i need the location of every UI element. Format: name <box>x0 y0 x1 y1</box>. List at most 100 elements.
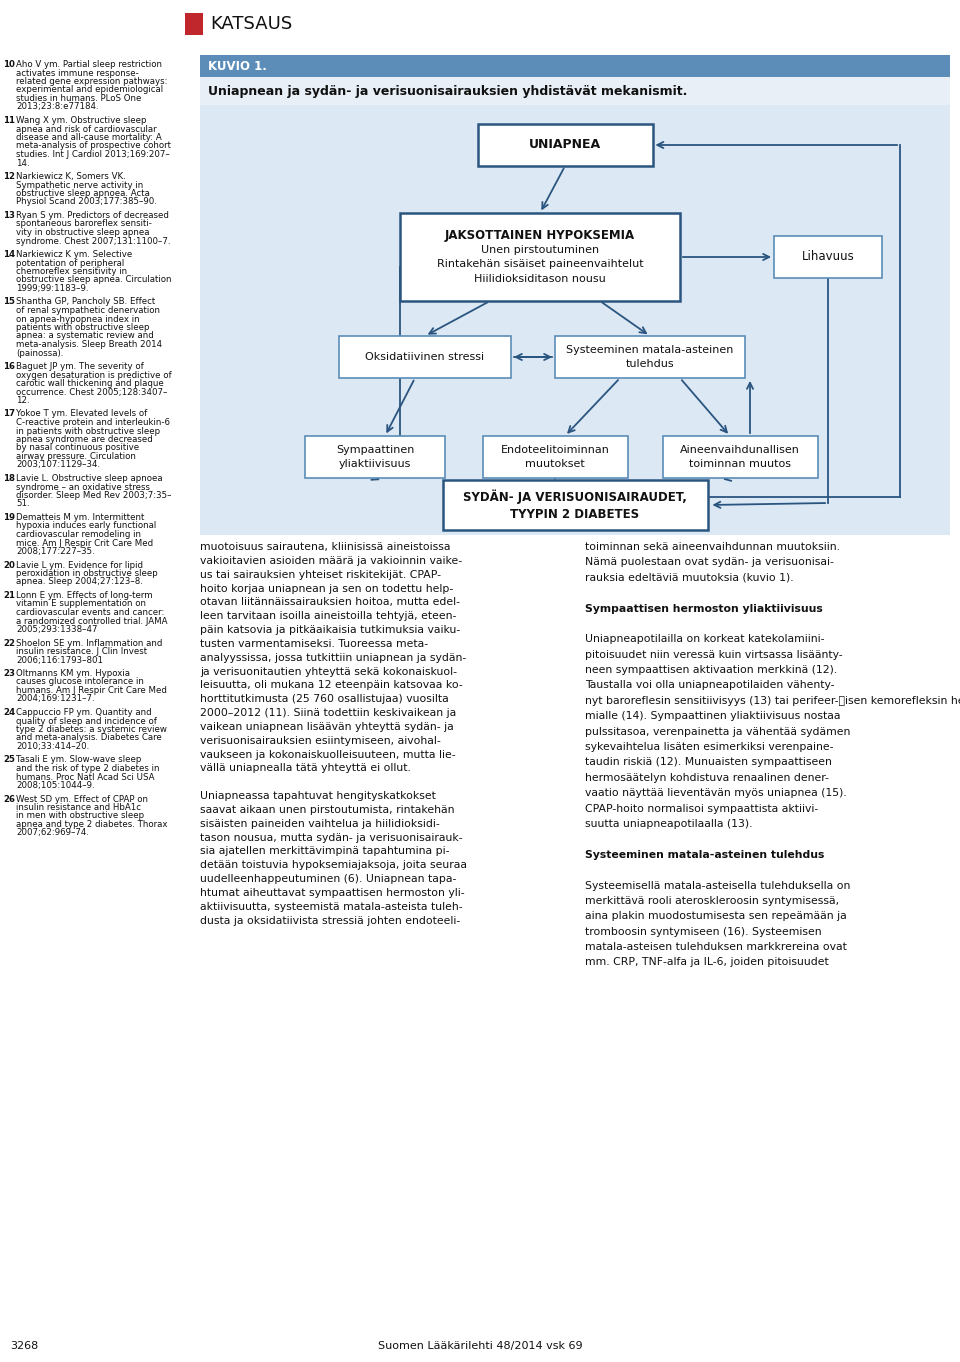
Text: 2006;116:1793–801: 2006;116:1793–801 <box>16 655 103 665</box>
Text: Ryan S ym. Predictors of decreased: Ryan S ym. Predictors of decreased <box>16 211 169 221</box>
Text: neen sympaattisen aktivaation merkkinä (12).: neen sympaattisen aktivaation merkkinä (… <box>585 665 837 676</box>
Text: tromboosin syntymiseen (16). Systeemisen: tromboosin syntymiseen (16). Systeemisen <box>585 926 822 937</box>
Text: merkittävä rooli ateroskleroosin syntymisessä,: merkittävä rooli ateroskleroosin syntymi… <box>585 896 839 906</box>
Text: Sympaattinen
yliaktiivisuus: Sympaattinen yliaktiivisuus <box>336 445 414 469</box>
FancyBboxPatch shape <box>662 436 818 478</box>
Text: hypoxia induces early functional: hypoxia induces early functional <box>16 522 156 531</box>
Text: Oltmanns KM ym. Hypoxia: Oltmanns KM ym. Hypoxia <box>16 669 130 678</box>
Text: 13: 13 <box>3 211 15 221</box>
Text: 10: 10 <box>3 60 14 69</box>
Text: type 2 diabetes: a systemic review: type 2 diabetes: a systemic review <box>16 725 167 734</box>
Text: 1999;99:1183–9.: 1999;99:1183–9. <box>16 285 88 293</box>
Text: mialle (14). Sympaattinen yliaktiivisuus nostaa: mialle (14). Sympaattinen yliaktiivisuus… <box>585 711 841 722</box>
Text: mice. Am J Respir Crit Care Med: mice. Am J Respir Crit Care Med <box>16 538 154 548</box>
Text: a randomized controlled trial. JAMA: a randomized controlled trial. JAMA <box>16 617 167 625</box>
Text: 2008;177:227–35.: 2008;177:227–35. <box>16 548 95 556</box>
Text: syndrome. Chest 2007;131:1100–7.: syndrome. Chest 2007;131:1100–7. <box>16 237 171 245</box>
Text: 16: 16 <box>3 362 15 370</box>
Text: Aineenvaihdunallisen
toiminnan muutos: Aineenvaihdunallisen toiminnan muutos <box>680 445 800 469</box>
Text: occurrence. Chest 2005;128:3407–: occurrence. Chest 2005;128:3407– <box>16 388 167 396</box>
Text: apnea. Sleep 2004;27:123–8.: apnea. Sleep 2004;27:123–8. <box>16 577 143 587</box>
Text: meta-analysis. Sleep Breath 2014: meta-analysis. Sleep Breath 2014 <box>16 340 162 349</box>
Text: Shoelon SE ym. Inflammation and: Shoelon SE ym. Inflammation and <box>16 639 162 647</box>
Text: 2007;62:969–74.: 2007;62:969–74. <box>16 828 89 838</box>
Text: KATSAUS: KATSAUS <box>210 15 292 33</box>
Text: 2005;293:1338–47: 2005;293:1338–47 <box>16 625 98 633</box>
FancyBboxPatch shape <box>305 436 445 478</box>
Text: 26: 26 <box>3 794 15 804</box>
Text: suutta uniapneapotilaalla (13).: suutta uniapneapotilaalla (13). <box>585 819 753 829</box>
Text: 2008;105:1044–9.: 2008;105:1044–9. <box>16 780 95 790</box>
Text: activates immune response-: activates immune response- <box>16 68 139 78</box>
Text: apnea: a systematic review and: apnea: a systematic review and <box>16 331 154 340</box>
FancyBboxPatch shape <box>339 336 511 379</box>
Text: 24: 24 <box>3 708 15 716</box>
Text: SYDÄN- JA VERISUONISAIRAUDET,
TYYPIN 2 DIABETES: SYDÄN- JA VERISUONISAIRAUDET, TYYPIN 2 D… <box>463 489 687 520</box>
Text: apnea and type 2 diabetes. Thorax: apnea and type 2 diabetes. Thorax <box>16 820 167 829</box>
FancyBboxPatch shape <box>555 336 745 379</box>
Text: Uniapnean ja sydän- ja verisuonisairauksien yhdistävät mekanismit.: Uniapnean ja sydän- ja verisuonisairauks… <box>207 84 686 98</box>
Text: 11: 11 <box>3 116 15 125</box>
Text: apnea syndrome are decreased: apnea syndrome are decreased <box>16 434 153 444</box>
Text: carotic wall thickening and plaque: carotic wall thickening and plaque <box>16 379 164 388</box>
Text: humans. Proc Natl Acad Sci USA: humans. Proc Natl Acad Sci USA <box>16 772 155 782</box>
FancyBboxPatch shape <box>774 236 882 278</box>
FancyBboxPatch shape <box>400 212 680 301</box>
Text: humans. Am J Respir Crit Care Med: humans. Am J Respir Crit Care Med <box>16 686 167 695</box>
Text: Suomen Lääkärilehti 48/2014 vsk 69: Suomen Lääkärilehti 48/2014 vsk 69 <box>377 1342 583 1351</box>
Text: 12: 12 <box>3 172 15 181</box>
Bar <box>185 14 203 35</box>
Text: Systeeminen matala-asteinen tulehdus: Systeeminen matala-asteinen tulehdus <box>585 850 825 859</box>
Text: Wang X ym. Obstructive sleep: Wang X ym. Obstructive sleep <box>16 116 147 125</box>
Text: 22: 22 <box>3 639 15 647</box>
Text: in patients with obstructive sleep: in patients with obstructive sleep <box>16 426 160 436</box>
Text: muotoisuus sairautena, kliinisissä aineistoissa
vakioitavien asioiden määrä ja v: muotoisuus sairautena, kliinisissä ainei… <box>200 542 467 926</box>
Text: Tasali E ym. Slow-wave sleep: Tasali E ym. Slow-wave sleep <box>16 756 141 764</box>
Text: C-reactive protein and interleukin-6: C-reactive protein and interleukin-6 <box>16 418 170 428</box>
Text: (painossa).: (painossa). <box>16 349 63 357</box>
Text: 2013;23:8:e77184.: 2013;23:8:e77184. <box>16 102 99 112</box>
Text: in men with obstructive sleep: in men with obstructive sleep <box>16 812 144 820</box>
Text: cardiovascular events and cancer:: cardiovascular events and cancer: <box>16 607 164 617</box>
Text: Dematteis M ym. Intermittent: Dematteis M ym. Intermittent <box>16 513 144 522</box>
Text: 21: 21 <box>3 591 15 601</box>
Text: and the risk of type 2 diabetes in: and the risk of type 2 diabetes in <box>16 764 159 774</box>
Text: 14.: 14. <box>16 158 30 168</box>
Text: Nämä puolestaan ovat sydän- ja verisuonisai-: Nämä puolestaan ovat sydän- ja verisuoni… <box>585 557 834 568</box>
Text: Taustalla voi olla uniapneapotilaiden vähenty-: Taustalla voi olla uniapneapotilaiden vä… <box>585 681 834 691</box>
Text: 17: 17 <box>3 410 15 418</box>
Text: disease and all-cause mortality: A: disease and all-cause mortality: A <box>16 133 161 142</box>
Text: KUVIO 1.: KUVIO 1. <box>207 60 266 72</box>
Text: patients with obstructive sleep: patients with obstructive sleep <box>16 323 150 332</box>
Text: 2003;107:1129–34.: 2003;107:1129–34. <box>16 460 100 470</box>
Text: of renal sympathetic denervation: of renal sympathetic denervation <box>16 306 160 315</box>
Text: Oksidatiivinen stressi: Oksidatiivinen stressi <box>366 351 485 362</box>
Text: pitoisuudet niin veressä kuin virtsassa lisäänty-: pitoisuudet niin veressä kuin virtsassa … <box>585 650 843 659</box>
Text: obstructive sleep apnea. Circulation: obstructive sleep apnea. Circulation <box>16 275 172 285</box>
Text: Yokoe T ym. Elevated levels of: Yokoe T ym. Elevated levels of <box>16 410 147 418</box>
Text: Baguet JP ym. The severity of: Baguet JP ym. The severity of <box>16 362 144 370</box>
Text: Lavie L. Obstructive sleep apnoea: Lavie L. Obstructive sleep apnoea <box>16 474 162 484</box>
Text: potentation of peripheral: potentation of peripheral <box>16 259 124 267</box>
Text: Hiilidioksiditason nousu: Hiilidioksiditason nousu <box>474 274 606 283</box>
Text: sykevaihtelua lisäten esimerkiksi verenpaine-: sykevaihtelua lisäten esimerkiksi verenp… <box>585 742 833 752</box>
Text: UNIAPNEA: UNIAPNEA <box>529 139 601 151</box>
Text: 19: 19 <box>3 513 15 522</box>
Text: obstructive sleep apnoea. Acta: obstructive sleep apnoea. Acta <box>16 189 150 197</box>
Text: 2004;169:1231–7.: 2004;169:1231–7. <box>16 695 95 704</box>
Text: 25: 25 <box>3 756 14 764</box>
Text: by nasal continuous positive: by nasal continuous positive <box>16 444 139 452</box>
Text: Cappuccio FP ym. Quantity and: Cappuccio FP ym. Quantity and <box>16 708 152 716</box>
Text: 23: 23 <box>3 669 15 678</box>
Text: CPAP-hoito normalisoi sympaattista aktiivi-: CPAP-hoito normalisoi sympaattista aktii… <box>585 804 818 813</box>
Text: Shantha GP, Pancholy SB. Effect: Shantha GP, Pancholy SB. Effect <box>16 297 156 306</box>
Text: aina plakin muodostumisesta sen repeämään ja: aina plakin muodostumisesta sen repeämää… <box>585 911 847 921</box>
Text: Sympaattisen hermoston yliaktiivisuus: Sympaattisen hermoston yliaktiivisuus <box>585 603 823 613</box>
Text: 12.: 12. <box>16 396 30 405</box>
Text: Systeeminen matala-asteinen
tulehdus: Systeeminen matala-asteinen tulehdus <box>566 346 733 369</box>
Text: on apnea-hypopnea index in: on apnea-hypopnea index in <box>16 315 139 324</box>
Text: insulin resistance and HbA1c: insulin resistance and HbA1c <box>16 804 141 812</box>
FancyBboxPatch shape <box>483 436 628 478</box>
Text: rauksia edeltäviä muutoksia (kuvio 1).: rauksia edeltäviä muutoksia (kuvio 1). <box>585 573 794 583</box>
Text: vity in obstructive sleep apnea: vity in obstructive sleep apnea <box>16 227 150 237</box>
